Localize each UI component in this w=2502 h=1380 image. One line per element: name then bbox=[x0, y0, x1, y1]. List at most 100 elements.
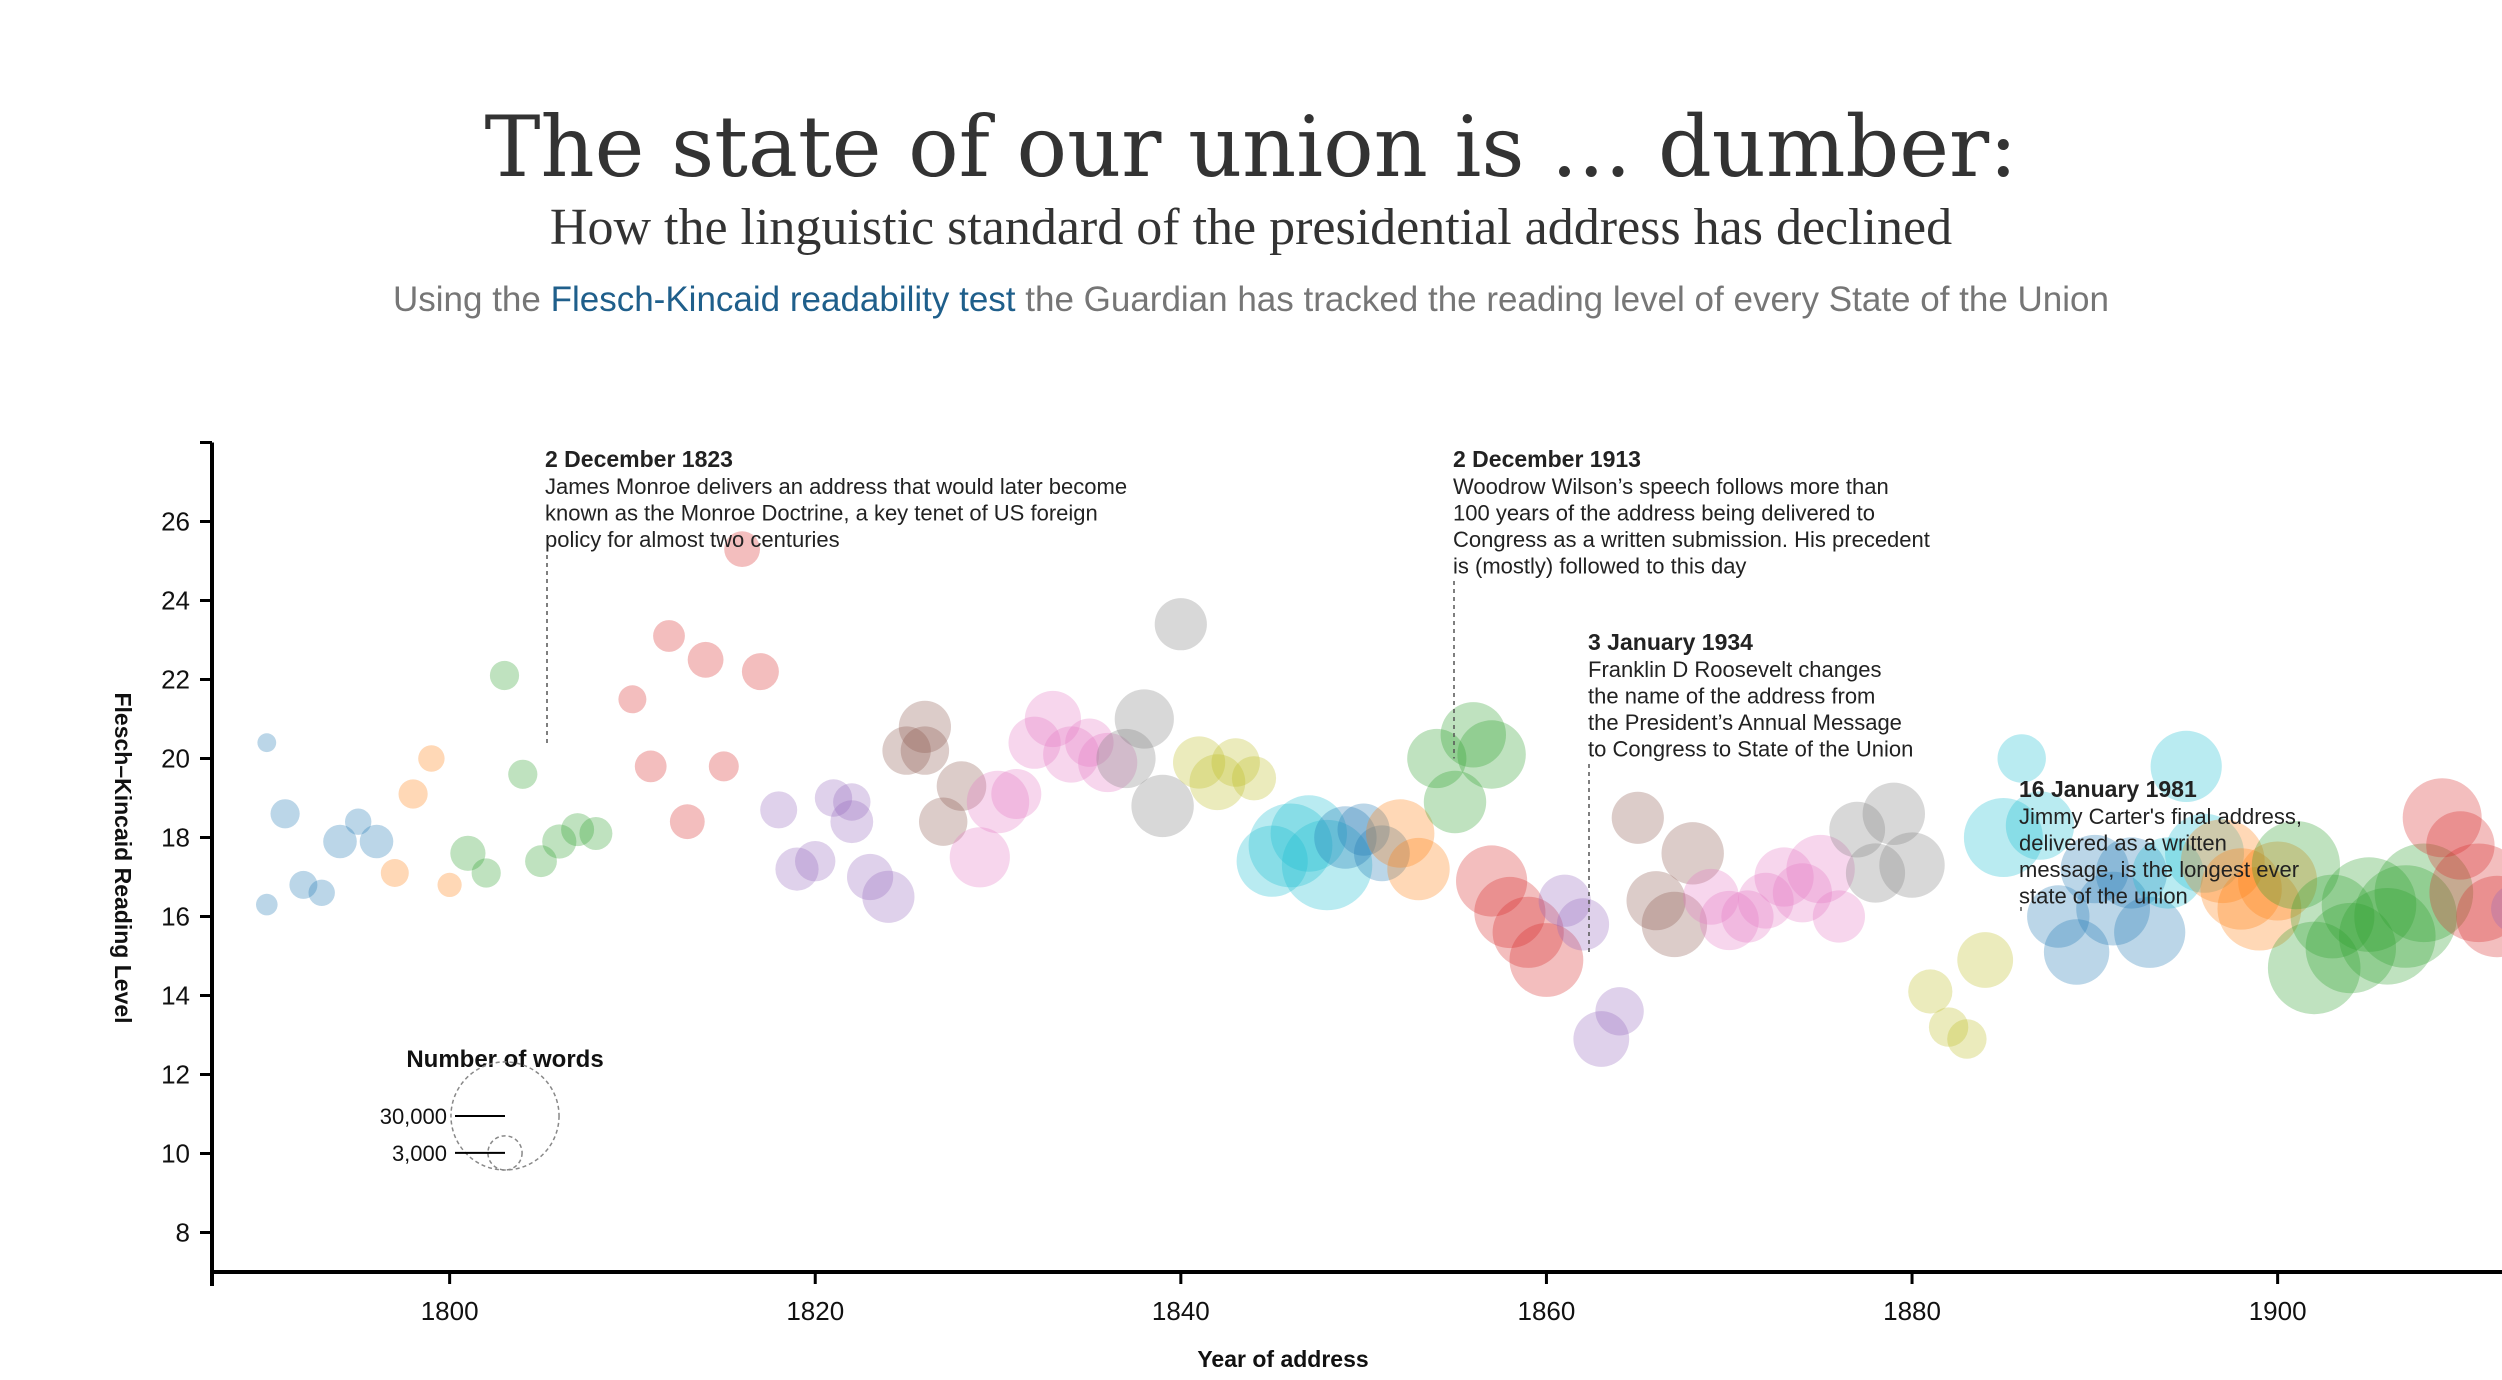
data-point[interactable] bbox=[1947, 1019, 1987, 1059]
data-point[interactable] bbox=[2180, 819, 2265, 904]
data-point[interactable] bbox=[1879, 832, 1945, 898]
data-point[interactable] bbox=[1812, 890, 1865, 943]
data-point[interactable] bbox=[1641, 891, 1708, 958]
data-point[interactable] bbox=[2200, 848, 2282, 930]
data-point[interactable] bbox=[1492, 896, 1564, 968]
data-point[interactable] bbox=[1626, 871, 1686, 931]
data-point[interactable] bbox=[1043, 726, 1100, 783]
data-point[interactable] bbox=[991, 769, 1042, 819]
data-point[interactable] bbox=[561, 813, 595, 847]
data-point[interactable] bbox=[2491, 884, 2502, 932]
data-point[interactable] bbox=[2426, 811, 2495, 880]
data-point[interactable] bbox=[1024, 690, 1081, 748]
data-point[interactable] bbox=[862, 870, 915, 923]
data-point[interactable] bbox=[687, 641, 724, 678]
data-point[interactable] bbox=[847, 853, 894, 901]
data-point[interactable] bbox=[814, 779, 853, 817]
data-point[interactable] bbox=[1908, 969, 1953, 1014]
data-point[interactable] bbox=[2290, 874, 2375, 959]
data-point[interactable] bbox=[1737, 872, 1794, 929]
data-point[interactable] bbox=[323, 824, 357, 859]
data-point[interactable] bbox=[2150, 730, 2222, 803]
data-point[interactable] bbox=[471, 858, 501, 888]
data-point[interactable] bbox=[2267, 921, 2361, 1015]
data-point[interactable] bbox=[1281, 819, 1373, 911]
data-point[interactable] bbox=[1772, 863, 1832, 923]
data-point[interactable] bbox=[308, 879, 335, 906]
data-point[interactable] bbox=[2251, 821, 2340, 910]
data-point[interactable] bbox=[2374, 843, 2474, 943]
data-point[interactable] bbox=[1211, 738, 1260, 787]
data-point[interactable] bbox=[1189, 754, 1246, 811]
data-point[interactable] bbox=[1154, 598, 1207, 651]
data-point[interactable] bbox=[966, 770, 1030, 834]
data-point[interactable] bbox=[775, 847, 819, 891]
data-point[interactable] bbox=[1065, 718, 1114, 767]
data-point[interactable] bbox=[1556, 898, 1610, 951]
data-point[interactable] bbox=[437, 872, 462, 898]
data-point[interactable] bbox=[1248, 803, 1333, 888]
data-point[interactable] bbox=[1131, 774, 1194, 838]
data-point[interactable] bbox=[1928, 1007, 1969, 1047]
data-point[interactable] bbox=[255, 893, 278, 916]
data-point[interactable] bbox=[1829, 801, 1886, 858]
data-point[interactable] bbox=[1997, 734, 2046, 783]
data-point[interactable] bbox=[724, 531, 760, 567]
data-point[interactable] bbox=[760, 791, 798, 829]
data-point[interactable] bbox=[1721, 890, 1774, 943]
data-point[interactable] bbox=[830, 800, 874, 844]
data-point[interactable] bbox=[398, 779, 428, 809]
data-point[interactable] bbox=[380, 859, 409, 887]
data-point[interactable] bbox=[1699, 890, 1759, 951]
data-point[interactable] bbox=[1366, 799, 1435, 868]
data-point[interactable] bbox=[450, 835, 486, 871]
data-point[interactable] bbox=[1440, 702, 1507, 768]
data-point[interactable] bbox=[489, 660, 520, 691]
data-point[interactable] bbox=[1661, 822, 1724, 885]
data-point[interactable] bbox=[1078, 732, 1138, 793]
data-point[interactable] bbox=[508, 759, 538, 789]
data-point[interactable] bbox=[1096, 728, 1156, 789]
data-point[interactable] bbox=[2429, 843, 2502, 943]
data-point[interactable] bbox=[525, 845, 557, 878]
data-point[interactable] bbox=[1236, 825, 1308, 897]
data-point[interactable] bbox=[618, 685, 647, 714]
data-point[interactable] bbox=[1595, 987, 1644, 1036]
data-point[interactable] bbox=[882, 726, 931, 775]
data-point[interactable] bbox=[359, 824, 394, 859]
data-point[interactable] bbox=[653, 620, 685, 652]
data-point[interactable] bbox=[2027, 885, 2090, 948]
data-point[interactable] bbox=[1314, 806, 1377, 869]
data-point[interactable] bbox=[1474, 876, 1546, 949]
data-point[interactable] bbox=[669, 804, 705, 840]
data-point[interactable] bbox=[900, 726, 950, 775]
data-point[interactable] bbox=[898, 700, 952, 754]
data-point[interactable] bbox=[2305, 902, 2396, 994]
data-point[interactable] bbox=[1957, 932, 2014, 988]
data-point[interactable] bbox=[1407, 728, 1467, 789]
data-point[interactable] bbox=[2005, 791, 2075, 860]
data-point[interactable] bbox=[2043, 919, 2110, 985]
data-point[interactable] bbox=[1387, 837, 1450, 901]
data-point[interactable] bbox=[2238, 841, 2318, 921]
data-point[interactable] bbox=[2165, 813, 2244, 893]
data-point[interactable] bbox=[1337, 803, 1390, 856]
data-point[interactable] bbox=[2321, 857, 2417, 952]
data-point[interactable] bbox=[634, 750, 667, 783]
data-point[interactable] bbox=[1538, 874, 1591, 927]
data-point[interactable] bbox=[2076, 871, 2151, 946]
data-point[interactable] bbox=[418, 745, 445, 772]
data-point[interactable] bbox=[289, 870, 318, 899]
data-point[interactable] bbox=[1114, 689, 1174, 749]
data-point[interactable] bbox=[542, 824, 577, 859]
data-point[interactable] bbox=[1231, 756, 1277, 801]
data-point[interactable] bbox=[1862, 782, 1926, 845]
data-point[interactable] bbox=[2095, 837, 2167, 909]
flesch-kincaid-link[interactable]: Flesch-Kincaid readability test bbox=[550, 280, 1016, 319]
data-point[interactable] bbox=[949, 827, 1010, 888]
data-point[interactable] bbox=[2339, 888, 2436, 985]
data-point[interactable] bbox=[2456, 875, 2502, 958]
data-point[interactable] bbox=[257, 733, 277, 753]
data-point[interactable] bbox=[833, 783, 871, 821]
data-point[interactable] bbox=[1754, 847, 1814, 907]
